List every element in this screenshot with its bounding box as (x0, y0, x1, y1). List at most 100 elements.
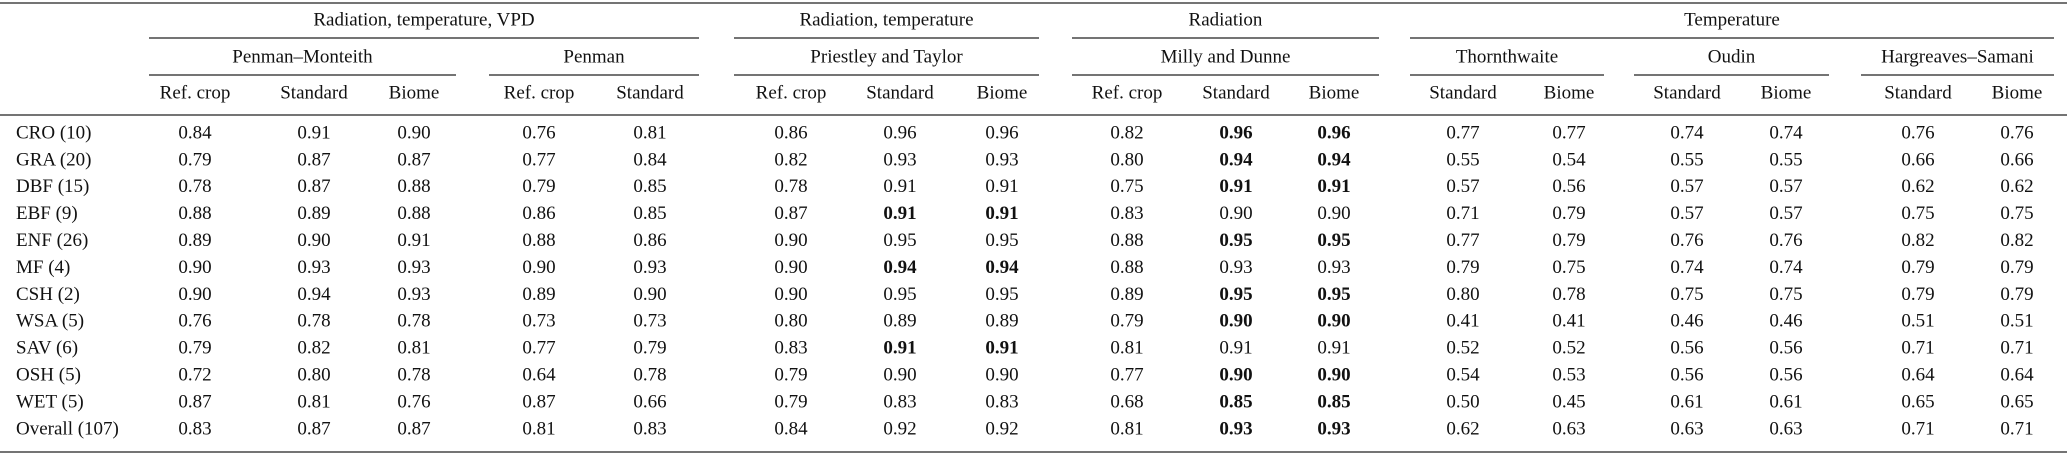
cell: 0.73 (522, 311, 555, 332)
cell: 0.57 (1670, 203, 1703, 224)
cell: 0.64 (1901, 364, 1935, 385)
cell: 0.56 (1552, 176, 1585, 197)
cell: 0.91 (985, 203, 1018, 224)
cell: 0.56 (1670, 338, 1703, 359)
subgroup-header: Penman–Monteith (232, 46, 373, 67)
column-header: Biome (1544, 82, 1595, 103)
column-header: Ref. crop (756, 82, 827, 103)
cell: 0.87 (774, 203, 807, 224)
cell: 0.86 (774, 122, 807, 143)
cell: 0.62 (2000, 176, 2033, 197)
cell: 0.90 (178, 257, 211, 278)
cell: 0.90 (774, 284, 807, 305)
cell: 0.84 (774, 418, 808, 439)
subgroup-header: Penman (563, 46, 625, 67)
cell: 0.75 (2000, 203, 2033, 224)
cell: 0.76 (1901, 122, 1934, 143)
cell: 0.75 (1670, 284, 1703, 305)
cell: 0.88 (178, 203, 211, 224)
cell: 0.94 (1317, 149, 1351, 170)
subgroup-header: Oudin (1708, 46, 1756, 67)
cell: 0.80 (1110, 149, 1143, 170)
cell: 0.95 (883, 230, 916, 251)
cell: 0.80 (297, 364, 330, 385)
cell: 0.54 (1552, 149, 1586, 170)
cell: 0.90 (633, 284, 666, 305)
cell: 0.61 (1769, 391, 1802, 412)
cell: 0.57 (1769, 203, 1802, 224)
cell: 0.74 (1670, 257, 1704, 278)
cell: 0.93 (297, 257, 330, 278)
cell: 0.94 (297, 284, 331, 305)
cell: 0.79 (2000, 257, 2033, 278)
column-header: Ref. crop (160, 82, 231, 103)
cell: 0.92 (883, 418, 916, 439)
cell: 0.93 (1317, 418, 1350, 439)
cell: 0.90 (1317, 364, 1350, 385)
cell: 0.90 (774, 257, 807, 278)
cell: 0.95 (1317, 284, 1350, 305)
column-header: Biome (389, 82, 440, 103)
cell: 0.82 (297, 338, 330, 359)
cell: 0.92 (985, 418, 1018, 439)
cell: 0.91 (1317, 176, 1350, 197)
cell: 0.79 (774, 391, 807, 412)
cell: 0.50 (1446, 391, 1479, 412)
cell: 0.79 (522, 176, 555, 197)
cell: 0.87 (178, 391, 211, 412)
row-label: WET (5) (16, 391, 84, 412)
cell: 0.66 (1901, 149, 1934, 170)
row-label: ENF (26) (16, 230, 88, 251)
cell: 0.81 (1110, 418, 1143, 439)
column-header: Standard (616, 82, 684, 103)
cell: 0.87 (397, 149, 430, 170)
cell: 0.81 (397, 338, 430, 359)
cell: 0.90 (397, 122, 430, 143)
cell: 0.65 (2000, 391, 2033, 412)
subgroup-header: Thornthwaite (1456, 46, 1558, 67)
cell: 0.93 (1317, 257, 1350, 278)
cell: 0.90 (774, 230, 807, 251)
cell: 0.90 (1219, 203, 1252, 224)
cell: 0.55 (1769, 149, 1802, 170)
cell: 0.79 (178, 149, 211, 170)
cell: 0.80 (774, 311, 807, 332)
cell: 0.87 (397, 418, 430, 439)
column-header: Biome (977, 82, 1028, 103)
cell: 0.56 (1670, 364, 1703, 385)
cell: 0.91 (883, 338, 916, 359)
column-header: Biome (1309, 82, 1360, 103)
cell: 0.83 (1110, 203, 1143, 224)
row-label: CSH (2) (16, 284, 80, 305)
cell: 0.76 (522, 122, 555, 143)
column-header: Standard (1884, 82, 1952, 103)
cell: 0.63 (1552, 418, 1585, 439)
cell: 0.87 (297, 176, 330, 197)
cell: 0.91 (1317, 338, 1350, 359)
cell: 0.85 (633, 203, 666, 224)
cell: 0.52 (1446, 338, 1479, 359)
cell: 0.85 (1219, 391, 1252, 412)
row-label: DBF (15) (16, 176, 89, 197)
cell: 0.57 (1769, 176, 1802, 197)
cell: 0.86 (633, 230, 666, 251)
cell: 0.71 (2000, 418, 2033, 439)
cell: 0.81 (633, 122, 666, 143)
cell: 0.56 (1769, 364, 1802, 385)
cell: 0.62 (1446, 418, 1479, 439)
group-header: Radiation, temperature (799, 9, 973, 30)
cell: 0.85 (633, 176, 666, 197)
cell: 0.73 (633, 311, 666, 332)
cell: 0.76 (397, 391, 430, 412)
cell: 0.66 (633, 391, 666, 412)
cell: 0.89 (1110, 284, 1143, 305)
cell: 0.90 (1317, 311, 1350, 332)
cell: 0.79 (633, 338, 666, 359)
cell: 0.81 (1110, 338, 1143, 359)
cell: 0.76 (1670, 230, 1703, 251)
cell: 0.52 (1552, 338, 1585, 359)
cell: 0.75 (1769, 284, 1802, 305)
cell: 0.82 (2000, 230, 2033, 251)
cell: 0.90 (522, 257, 555, 278)
